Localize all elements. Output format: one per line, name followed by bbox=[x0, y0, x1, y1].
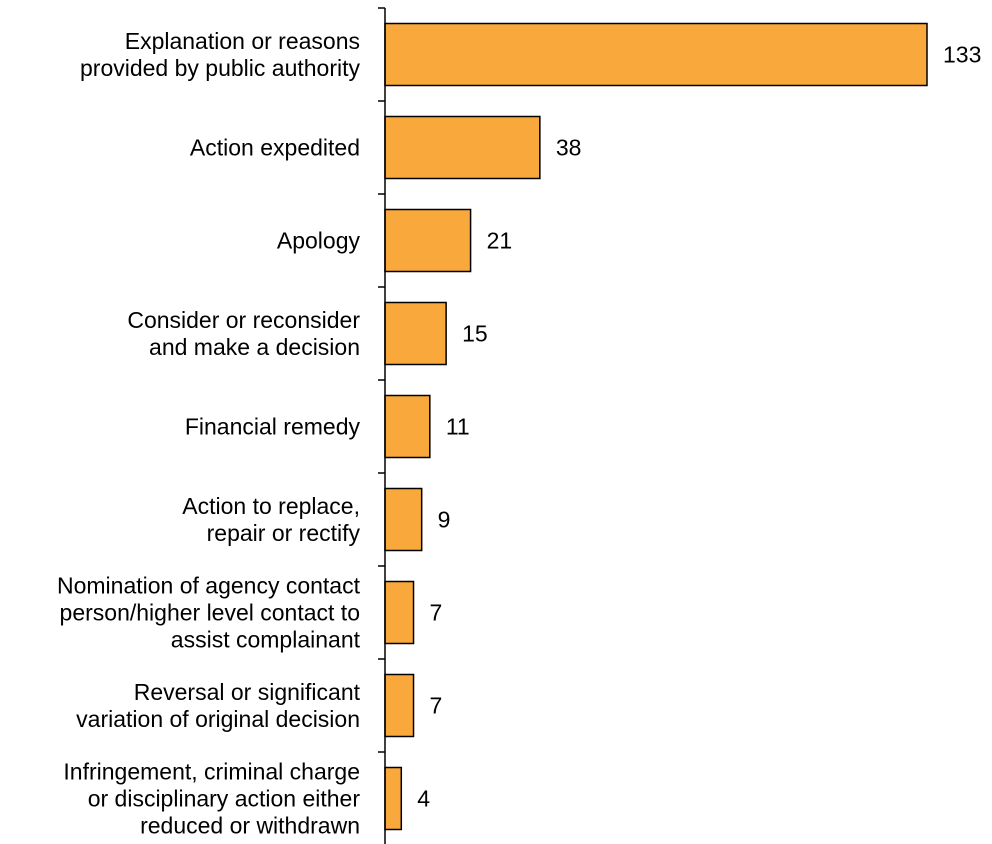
category-label-line: Financial remedy bbox=[185, 414, 361, 440]
category-label-line: Action to replace, bbox=[182, 493, 360, 519]
category-label: Action to replace, repair or rectify bbox=[182, 493, 360, 546]
category-label: Financial remedy bbox=[185, 414, 361, 440]
bar bbox=[385, 303, 446, 365]
category-label-line: assist complainant bbox=[171, 627, 361, 653]
category-label-line: Infringement, criminal charge bbox=[63, 759, 360, 785]
bar bbox=[385, 396, 430, 458]
data-label: 11 bbox=[446, 414, 470, 440]
data-label: 133 bbox=[943, 42, 981, 68]
bar bbox=[385, 489, 422, 551]
category-label: Nomination of agency contact person/highe… bbox=[57, 573, 361, 653]
category-label-line: variation of original decision bbox=[76, 706, 360, 732]
category-label: Reversal or significant variation of orig… bbox=[76, 679, 360, 732]
category-label-line: Action expedited bbox=[190, 135, 360, 161]
bar bbox=[385, 768, 401, 830]
category-label-line: Reversal or significant bbox=[134, 679, 361, 705]
category-label: Action expedited bbox=[190, 135, 360, 161]
bar bbox=[385, 210, 471, 272]
category-label-line: Explanation or reasons bbox=[125, 28, 360, 54]
category-label-line: Nomination of agency contact bbox=[57, 573, 361, 599]
data-label: 7 bbox=[430, 600, 443, 626]
bar bbox=[385, 117, 540, 179]
category-label: Explanation or reasons provided by public… bbox=[80, 28, 360, 81]
category-label: Consider or reconsider and make a decisio… bbox=[127, 307, 360, 360]
bar bbox=[385, 675, 414, 737]
category-label-line: repair or rectify bbox=[207, 520, 361, 546]
data-label: 21 bbox=[487, 228, 513, 254]
category-label-line: Consider or reconsider bbox=[127, 307, 360, 333]
category-label: Apology bbox=[277, 228, 361, 254]
category-axis bbox=[378, 8, 385, 844]
category-label-line: reduced or withdrawn bbox=[140, 813, 360, 839]
bar bbox=[385, 582, 414, 644]
bar bbox=[385, 24, 927, 86]
data-label: 4 bbox=[417, 786, 430, 812]
data-label: 7 bbox=[430, 693, 443, 719]
category-label: Infringement, criminal charge or discipli… bbox=[63, 759, 360, 839]
data-label: 38 bbox=[556, 135, 582, 161]
category-labels-group: Explanation or reasons provided by public… bbox=[57, 28, 361, 839]
data-label: 15 bbox=[462, 321, 488, 347]
category-label-line: Apology bbox=[277, 228, 361, 254]
category-label-line: or disciplinary action either bbox=[88, 786, 361, 812]
category-label-line: and make a decision bbox=[149, 334, 360, 360]
data-label: 9 bbox=[438, 507, 451, 533]
category-label-line: provided by public authority bbox=[80, 55, 360, 81]
category-label-line: person/higher level contact to bbox=[60, 600, 360, 626]
